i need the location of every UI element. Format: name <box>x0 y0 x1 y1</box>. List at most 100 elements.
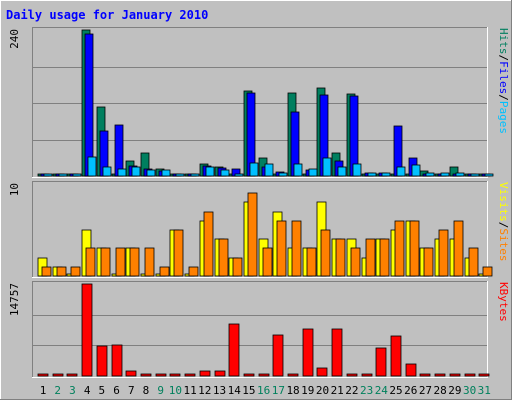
middle-y-max-label: 10 <box>8 183 21 196</box>
x-tick-label: 20 <box>316 384 329 397</box>
kbytes-bar <box>434 373 446 377</box>
kbytes-bar <box>478 373 490 377</box>
kbytes-bar <box>228 323 240 377</box>
kbytes-bar <box>405 363 417 377</box>
pages-bar <box>175 173 185 177</box>
sites-bar <box>276 220 287 277</box>
pages-bar <box>293 163 303 177</box>
pages-bar <box>117 168 127 177</box>
bottom-panel <box>32 281 488 378</box>
x-tick-label: 1 <box>40 384 47 397</box>
kbytes-bar <box>419 373 431 377</box>
pages-bar <box>58 173 68 177</box>
kbytes-bar <box>464 373 476 377</box>
pages-bar <box>72 173 82 177</box>
files-bar <box>84 33 94 177</box>
x-tick-label: 4 <box>84 384 91 397</box>
sites-bar <box>335 238 346 277</box>
pages-bar <box>308 168 318 177</box>
sites-bar <box>247 192 258 277</box>
bottom-legend: KBytes <box>497 282 510 322</box>
sites-bar <box>438 229 449 277</box>
sites-bar <box>188 266 199 277</box>
kbytes-bar <box>184 373 196 377</box>
top-legend: Hits/Files/Pages <box>497 28 510 134</box>
pages-bar <box>190 173 200 177</box>
kbytes-bar <box>361 373 373 377</box>
chart-title: Daily usage for January 2010 <box>6 8 208 22</box>
x-tick-label: 23 <box>360 384 373 397</box>
pages-bar <box>337 166 347 177</box>
sites-bar <box>262 247 273 277</box>
sites-bar <box>41 266 52 277</box>
top-y-max-label: 240 <box>8 29 21 49</box>
sites-bar <box>144 247 155 277</box>
x-tick-label: 26 <box>404 384 417 397</box>
sites-bar <box>56 266 67 277</box>
x-tick-label: 21 <box>331 384 344 397</box>
sites-bar <box>320 229 331 277</box>
sites-bar <box>482 266 493 277</box>
kbytes-bar <box>375 347 387 377</box>
legend-files: Files <box>497 61 510 94</box>
x-tick-label: 14 <box>228 384 242 397</box>
legend-pages: Pages <box>497 101 510 134</box>
pages-bar <box>220 169 230 177</box>
kbytes-bar <box>96 345 108 377</box>
kbytes-bar <box>243 373 255 377</box>
pages-bar <box>161 169 171 177</box>
pages-bar <box>396 166 406 177</box>
pages-bar <box>234 173 244 177</box>
x-tick-label: 17 <box>272 384 285 397</box>
sites-bar <box>232 257 243 277</box>
x-tick-label: 3 <box>69 384 76 397</box>
kbytes-bar <box>331 328 343 377</box>
x-tick-label: 25 <box>389 384 402 397</box>
pages-bar <box>352 163 362 177</box>
legend-hits: Hits <box>497 28 510 55</box>
sites-bar <box>115 247 126 277</box>
x-tick-label: 29 <box>448 384 461 397</box>
x-tick-label: 9 <box>157 384 164 397</box>
pages-bar <box>278 172 288 177</box>
sites-bar <box>291 220 302 277</box>
pages-bar <box>249 162 259 177</box>
x-tick-label: 30 <box>463 384 476 397</box>
pages-bar <box>43 173 53 177</box>
x-tick-label: 13 <box>213 384 226 397</box>
x-tick-label: 16 <box>257 384 270 397</box>
sites-bar <box>365 238 376 277</box>
x-tick-label: 18 <box>286 384 299 397</box>
kbytes-bar <box>169 373 181 377</box>
x-tick-label: 31 <box>478 384 491 397</box>
kbytes-bar <box>155 373 167 377</box>
kbytes-bar <box>316 367 328 377</box>
sites-bar <box>218 238 229 277</box>
kbytes-bar <box>52 373 64 377</box>
kbytes-bar <box>66 373 78 377</box>
sites-bar <box>70 266 81 277</box>
sites-bar <box>159 266 170 277</box>
kbytes-bar <box>272 334 284 377</box>
pages-bar <box>131 166 141 177</box>
pages-bar <box>87 156 97 177</box>
sites-bar <box>394 220 405 277</box>
legend-separator: / <box>497 55 510 62</box>
pages-bar <box>367 172 377 177</box>
legend-visits: Visits <box>497 182 510 222</box>
kbytes-bar <box>390 335 402 377</box>
kbytes-bar <box>81 283 93 377</box>
x-tick-label: 8 <box>143 384 150 397</box>
y-axis-labels: 240 10 14757 <box>8 29 21 316</box>
sites-bar <box>306 247 317 277</box>
kbytes-bar <box>302 328 314 377</box>
kbytes-bar <box>287 373 299 377</box>
kbytes-bar <box>258 373 270 377</box>
bottom-y-max-label: 14757 <box>8 283 21 316</box>
legend-separator: / <box>497 94 510 101</box>
x-tick-label: 5 <box>99 384 106 397</box>
x-tick-label: 19 <box>301 384 314 397</box>
chart-panels <box>32 27 488 378</box>
sites-bar <box>350 247 361 277</box>
